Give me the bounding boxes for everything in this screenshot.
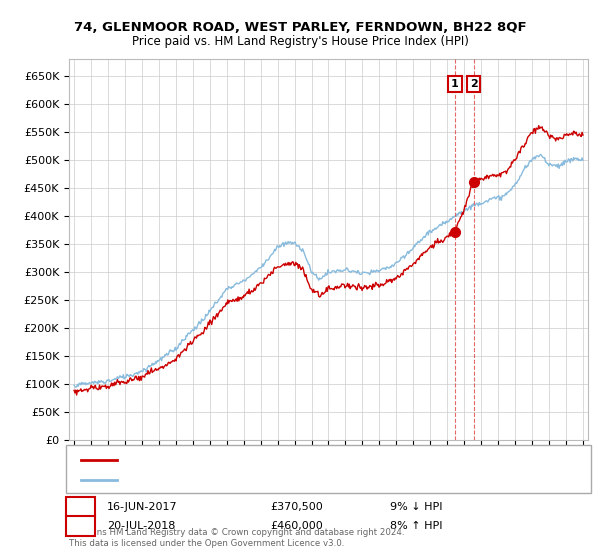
Text: 74, GLENMOOR ROAD, WEST PARLEY, FERNDOWN, BH22 8QF: 74, GLENMOOR ROAD, WEST PARLEY, FERNDOWN… xyxy=(74,21,526,34)
Text: 9% ↓ HPI: 9% ↓ HPI xyxy=(390,502,443,512)
Text: 1: 1 xyxy=(76,500,85,514)
Text: £460,000: £460,000 xyxy=(270,521,323,531)
Text: 2: 2 xyxy=(76,520,85,533)
Text: 1: 1 xyxy=(451,79,459,89)
Text: HPI: Average price, detached house, Dorset: HPI: Average price, detached house, Dors… xyxy=(123,474,350,484)
Text: Price paid vs. HM Land Registry's House Price Index (HPI): Price paid vs. HM Land Registry's House … xyxy=(131,35,469,48)
Text: £370,500: £370,500 xyxy=(270,502,323,512)
Text: Contains HM Land Registry data © Crown copyright and database right 2024.
This d: Contains HM Land Registry data © Crown c… xyxy=(69,528,404,548)
Text: 20-JUL-2018: 20-JUL-2018 xyxy=(107,521,175,531)
Text: 16-JUN-2017: 16-JUN-2017 xyxy=(107,502,178,512)
Text: 2: 2 xyxy=(470,79,478,89)
Text: 8% ↑ HPI: 8% ↑ HPI xyxy=(390,521,443,531)
Text: 74, GLENMOOR ROAD, WEST PARLEY, FERNDOWN, BH22 8QF (detached house): 74, GLENMOOR ROAD, WEST PARLEY, FERNDOWN… xyxy=(123,455,537,465)
